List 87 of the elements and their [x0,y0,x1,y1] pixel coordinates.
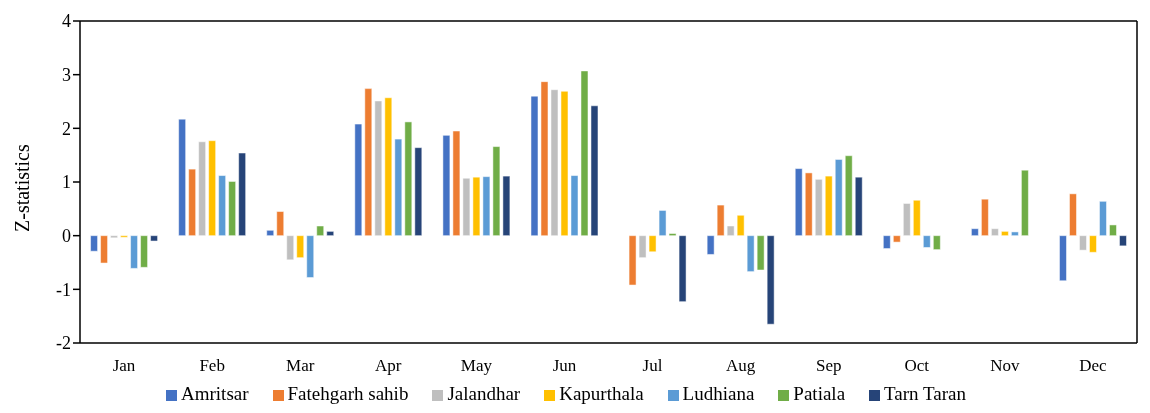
bar [110,235,118,239]
y-tick-label: -2 [56,333,71,354]
bar [844,155,853,236]
legend-label: Patiala [793,383,846,404]
bar [238,152,246,236]
x-tick-label: Jun [552,356,577,376]
bar [814,179,823,236]
legend-label: Kapurthala [559,383,644,404]
bar [1001,231,1009,236]
y-tick-label: 2 [62,118,71,139]
bar [1079,235,1087,251]
x-tick-label: Oct [904,356,930,376]
bar [1021,169,1029,236]
bar [306,235,314,278]
bar [1119,235,1127,247]
bar [824,175,833,236]
y-tick-label: -1 [56,279,71,300]
bar [834,159,843,236]
bar [794,168,803,236]
legend-label: Jalandhar [447,383,521,404]
x-tick-label: Feb [199,356,225,376]
bar [1099,201,1107,236]
y-tick-label: 3 [62,65,71,86]
bar [316,225,324,236]
bar [90,235,98,252]
bar [903,203,911,236]
x-tick-label: Aug [725,356,756,376]
bar [286,235,294,261]
legend-label: Amritsar [181,383,249,404]
bar [354,123,363,236]
bar [326,231,334,236]
x-tick-label: May [460,356,493,376]
bar [991,228,999,236]
y-tick-label: 0 [62,226,71,247]
bar [1011,231,1019,236]
bar [394,138,403,236]
bar [981,198,989,236]
bar [228,181,236,236]
bar [374,100,383,236]
bar [883,235,891,249]
bar [736,215,745,236]
bar [766,235,775,325]
bar [266,230,274,236]
bar [716,204,725,236]
bar [100,235,108,264]
x-tick-label: Dec [1079,356,1108,376]
bar [198,141,206,236]
bar [130,235,138,269]
bar [276,211,284,236]
legend-label: Tarn Taran [884,383,966,404]
legend-label: Ludhiana [682,383,755,404]
bar [218,175,226,236]
bar [296,235,304,258]
bar [893,235,901,243]
x-tick-label: Nov [990,356,1021,376]
bar [140,235,148,268]
bar [414,147,423,236]
bar [804,172,813,236]
x-tick-label: Sep [815,356,842,376]
bar [1089,235,1097,253]
bar [404,121,413,236]
bar [364,88,373,236]
x-tick-label: Jul [642,356,663,376]
bar [188,168,196,236]
legend-label: Fatehgarh sahib [287,383,409,404]
bar [150,235,158,242]
bar [1109,224,1117,236]
x-tick-label: Apr [375,356,402,376]
bar [1059,235,1067,281]
bar [1069,193,1077,236]
y-axis-title: Z-statistics [11,144,34,232]
bar [706,235,715,255]
bar [923,235,931,248]
x-tick-label: Mar [286,356,315,376]
bar [933,235,941,250]
y-tick-label: 1 [62,172,71,193]
bar [854,176,863,236]
bar [971,228,979,236]
bar [756,235,765,271]
bar [384,97,393,236]
bar [208,140,216,236]
bar [726,225,735,236]
bar [913,200,921,236]
y-tick-label: 4 [62,11,71,32]
bar [178,118,186,236]
x-tick-label: Jan [112,356,136,376]
bar [746,235,755,272]
